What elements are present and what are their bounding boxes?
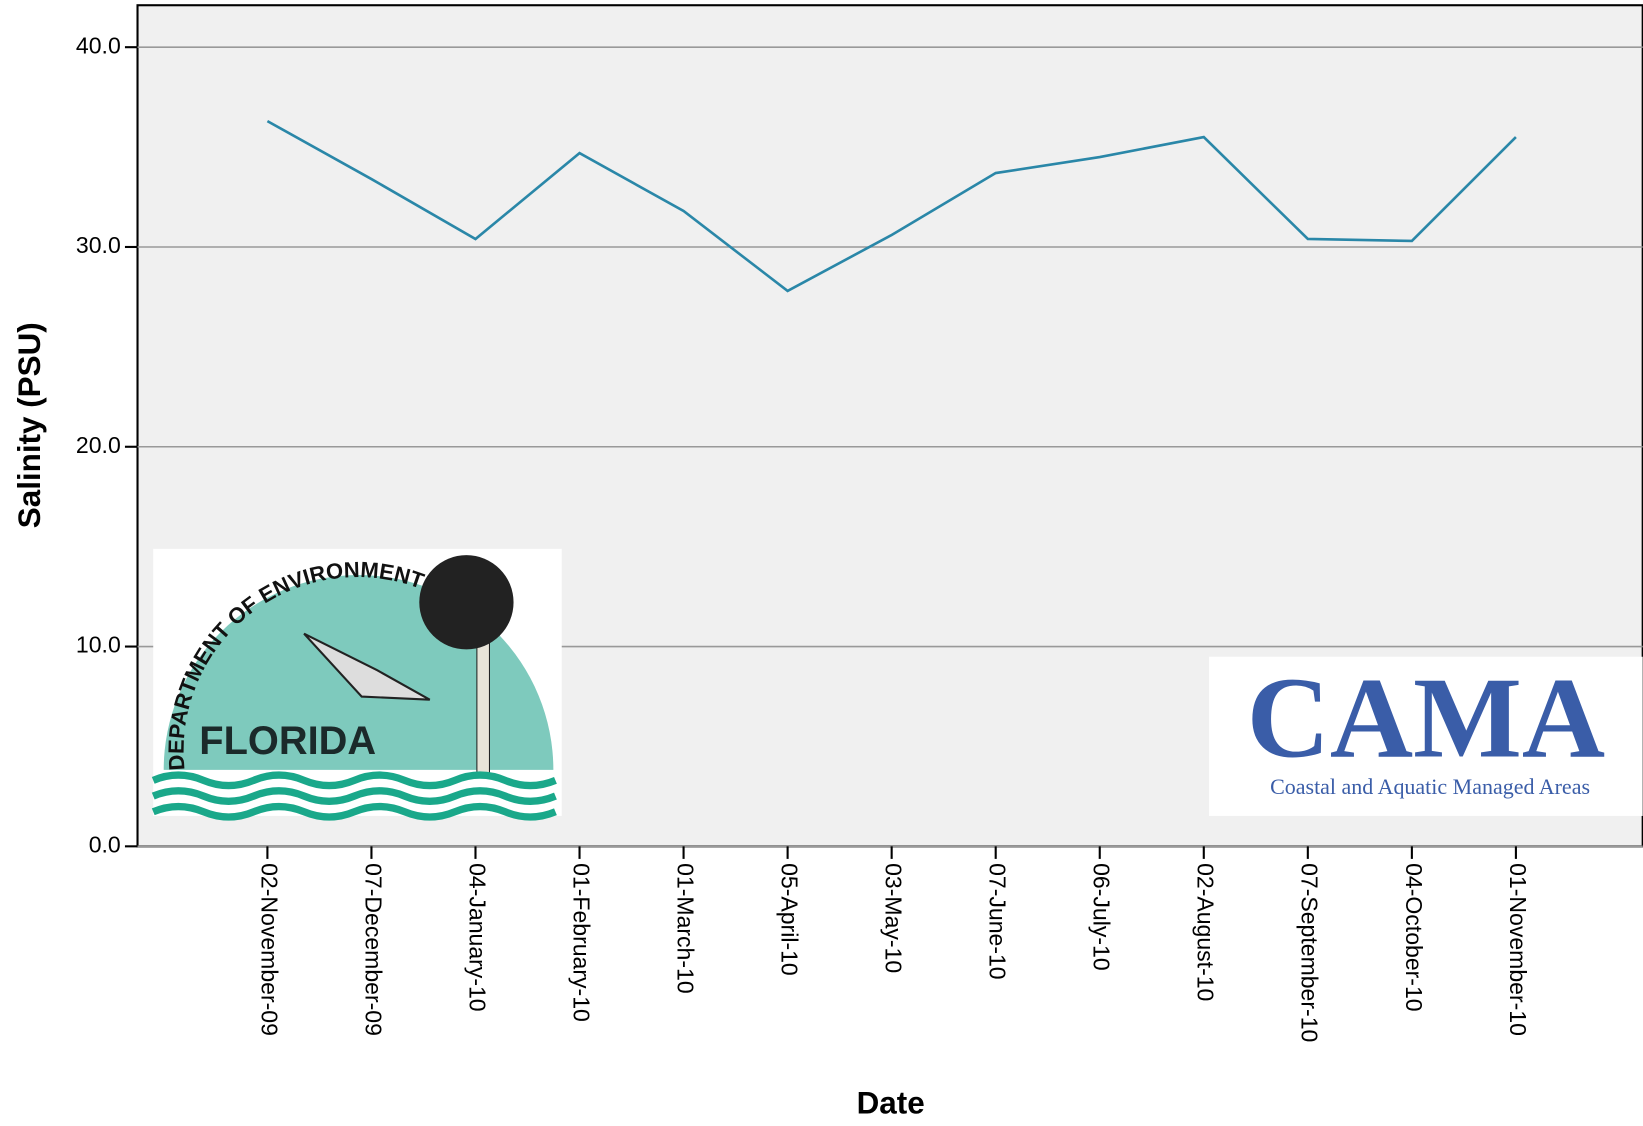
logo-text: FLORIDA (199, 719, 376, 763)
y-tick-label: 40.0 (76, 32, 121, 58)
x-tick-label: 04-October-10 (1401, 863, 1427, 1012)
data-line (266, 119, 1517, 293)
y-tick-label: 20.0 (76, 432, 121, 458)
cama-logo: CAMA Coastal and Aquatic Managed Areas (1209, 654, 1643, 816)
y-axis-title: Salinity (PSU) (12, 322, 47, 528)
x-axis-title: Date (857, 1085, 925, 1120)
x-tick-label: 06-July-10 (1089, 863, 1115, 971)
x-tick-label: 07-June-10 (985, 863, 1011, 980)
y-tick-label: 10.0 (76, 632, 121, 658)
y-tick-label: 0.0 (89, 831, 121, 857)
x-tick-label: 05-April-10 (777, 863, 803, 976)
logo-text: CAMA (1247, 654, 1605, 782)
x-tick-label: 01-February-10 (568, 863, 594, 1022)
logo-subtext: Coastal and Aquatic Managed Areas (1270, 774, 1590, 799)
x-tick-label: 03-May-10 (881, 863, 907, 973)
x-tick-label: 07-December-09 (360, 863, 386, 1036)
x-tick-label: 07-September-10 (1297, 863, 1323, 1042)
y-tick-label: 30.0 (76, 232, 121, 258)
x-tick-label: 02-August-10 (1193, 863, 1219, 1001)
x-tick-label: 04-January-10 (464, 863, 490, 1012)
x-tick-label: 01-March-10 (672, 863, 698, 994)
x-tick-label: 02-November-09 (256, 863, 282, 1036)
x-tick-label: 01-November-10 (1505, 863, 1531, 1036)
